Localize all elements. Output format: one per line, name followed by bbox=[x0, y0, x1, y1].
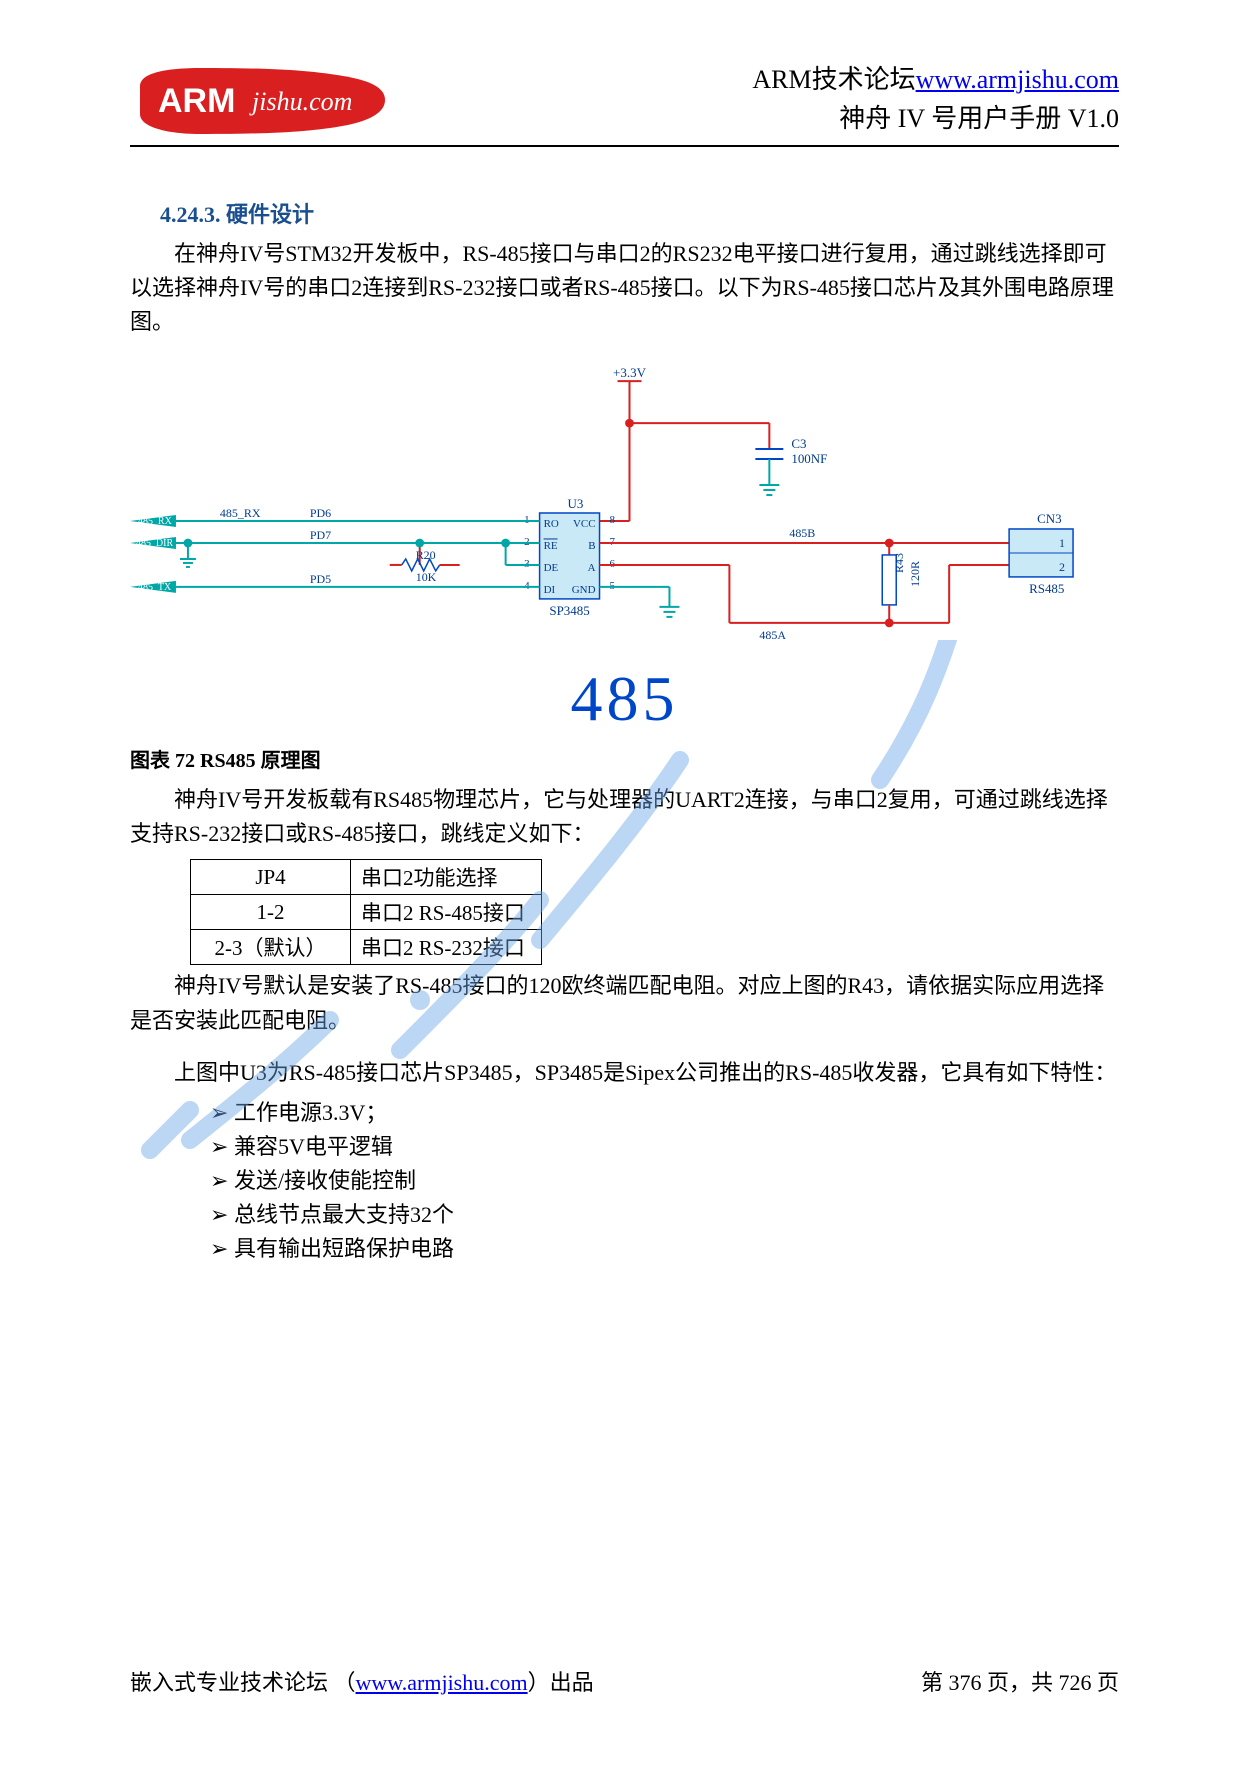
svg-text:R20: R20 bbox=[416, 548, 436, 562]
figure-big-number: 485 bbox=[130, 662, 1119, 736]
footer-left: 嵌入式专业技术论坛 （www.armjishu.com）出品 bbox=[130, 1665, 594, 1697]
page-header: ARM jishu.com ARM技术论坛www.armjishu.com 神舟… bbox=[130, 60, 1119, 147]
svg-text:10K: 10K bbox=[416, 570, 437, 584]
svg-text:PD5: PD5 bbox=[310, 572, 331, 586]
svg-text:R43: R43 bbox=[892, 553, 906, 573]
table-row: JP4 串口2功能选择 bbox=[191, 860, 542, 895]
svg-text:485B: 485B bbox=[789, 526, 815, 540]
power-label: +3.3V bbox=[613, 365, 647, 380]
section-heading: 4.24.3. 硬件设计 bbox=[160, 197, 1119, 229]
svg-text:485_RX: 485_RX bbox=[220, 506, 261, 520]
svg-text:485_RX: 485_RX bbox=[138, 516, 173, 527]
paragraph-1: 在神舟IV号STM32开发板中，RS-485接口与串口2的RS232电平接口进行… bbox=[130, 237, 1119, 339]
svg-text:GND: GND bbox=[572, 584, 596, 596]
svg-text:8: 8 bbox=[610, 514, 616, 526]
list-item: 总线节点最大支持32个 bbox=[210, 1198, 1119, 1232]
svg-text:7: 7 bbox=[610, 536, 616, 548]
table-row: 1-2 串口2 RS-485接口 bbox=[191, 895, 542, 930]
svg-text:CN3: CN3 bbox=[1037, 511, 1062, 526]
left-signals: 485_RX 485_RX PD6 485_DIR PD7 R20 10 bbox=[130, 506, 540, 593]
logo-arm-text: ARM bbox=[158, 82, 235, 120]
svg-text:1: 1 bbox=[524, 514, 529, 526]
svg-text:6: 6 bbox=[610, 558, 616, 570]
site-logo: ARM jishu.com bbox=[130, 66, 390, 141]
cap-value: 100NF bbox=[791, 451, 827, 466]
footer-link[interactable]: www.armjishu.com bbox=[356, 1670, 528, 1695]
svg-text:485A: 485A bbox=[759, 628, 786, 642]
forum-label: ARM技术论坛 bbox=[752, 65, 915, 94]
list-item: 工作电源3.3V； bbox=[210, 1096, 1119, 1130]
svg-text:RO: RO bbox=[544, 518, 559, 530]
svg-text:1: 1 bbox=[1059, 536, 1065, 550]
section-number: 4.24.3. bbox=[160, 202, 221, 227]
svg-text:RE: RE bbox=[544, 540, 558, 552]
paragraph-3: 神舟IV号默认是安装了RS-485接口的120欧终端匹配电阻。对应上图的R43，… bbox=[130, 969, 1119, 1037]
paragraph-4: 上图中U3为RS-485接口芯片SP3485，SP3485是Sipex公司推出的… bbox=[130, 1056, 1119, 1090]
schematic-figure: +3.3V C3 100NF U3 SP3485 1 RO 2 RE 3 DE 4 DI… bbox=[130, 363, 1119, 653]
chip-part: SP3485 bbox=[549, 603, 589, 618]
svg-text:B: B bbox=[588, 540, 595, 552]
chip-ref: U3 bbox=[568, 496, 584, 511]
paragraph-2: 神舟IV号开发板载有RS485物理芯片，它与处理器的UART2连接，与串口2复用… bbox=[130, 783, 1119, 851]
svg-text:120R: 120R bbox=[908, 561, 922, 587]
logo-suffix-text: jishu.com bbox=[249, 87, 352, 116]
forum-link[interactable]: www.armjishu.com bbox=[916, 65, 1119, 94]
feature-bullets: 工作电源3.3V； 兼容5V电平逻辑 发送/接收使能控制 总线节点最大支持32个… bbox=[210, 1096, 1119, 1266]
svg-text:3: 3 bbox=[524, 558, 530, 570]
list-item: 具有输出短路保护电路 bbox=[210, 1232, 1119, 1266]
section-title: 硬件设计 bbox=[226, 202, 314, 227]
figure-caption: 图表 72 RS485 原理图 bbox=[130, 744, 1119, 773]
svg-text:VCC: VCC bbox=[573, 518, 596, 530]
footer-right: 第 376 页，共 726 页 bbox=[921, 1665, 1119, 1697]
header-right: ARM技术论坛www.armjishu.com 神舟 IV 号用户手册 V1.0 bbox=[390, 60, 1119, 138]
svg-text:2: 2 bbox=[1059, 560, 1065, 574]
svg-text:RS485: RS485 bbox=[1029, 581, 1064, 596]
svg-text:2: 2 bbox=[524, 536, 529, 548]
cap-ref: C3 bbox=[791, 436, 806, 451]
svg-text:PD7: PD7 bbox=[310, 528, 331, 542]
svg-text:DI: DI bbox=[544, 584, 556, 596]
doc-subtitle: 神舟 IV 号用户手册 V1.0 bbox=[390, 99, 1119, 138]
svg-text:5: 5 bbox=[610, 580, 616, 592]
list-item: 兼容5V电平逻辑 bbox=[210, 1130, 1119, 1164]
svg-text:DE: DE bbox=[544, 562, 559, 574]
svg-text:A: A bbox=[588, 562, 596, 574]
svg-text:485_TX: 485_TX bbox=[138, 582, 172, 593]
jumper-table: JP4 串口2功能选择 1-2 串口2 RS-485接口 2-3（默认） 串口2… bbox=[190, 859, 542, 965]
page-footer: 嵌入式专业技术论坛 （www.armjishu.com）出品 第 376 页，共… bbox=[130, 1665, 1119, 1697]
svg-text:485_DIR: 485_DIR bbox=[136, 538, 173, 549]
svg-text:4: 4 bbox=[524, 580, 530, 592]
svg-text:PD6: PD6 bbox=[310, 506, 331, 520]
table-row: 2-3（默认） 串口2 RS-232接口 bbox=[191, 930, 542, 965]
list-item: 发送/接收使能控制 bbox=[210, 1164, 1119, 1198]
